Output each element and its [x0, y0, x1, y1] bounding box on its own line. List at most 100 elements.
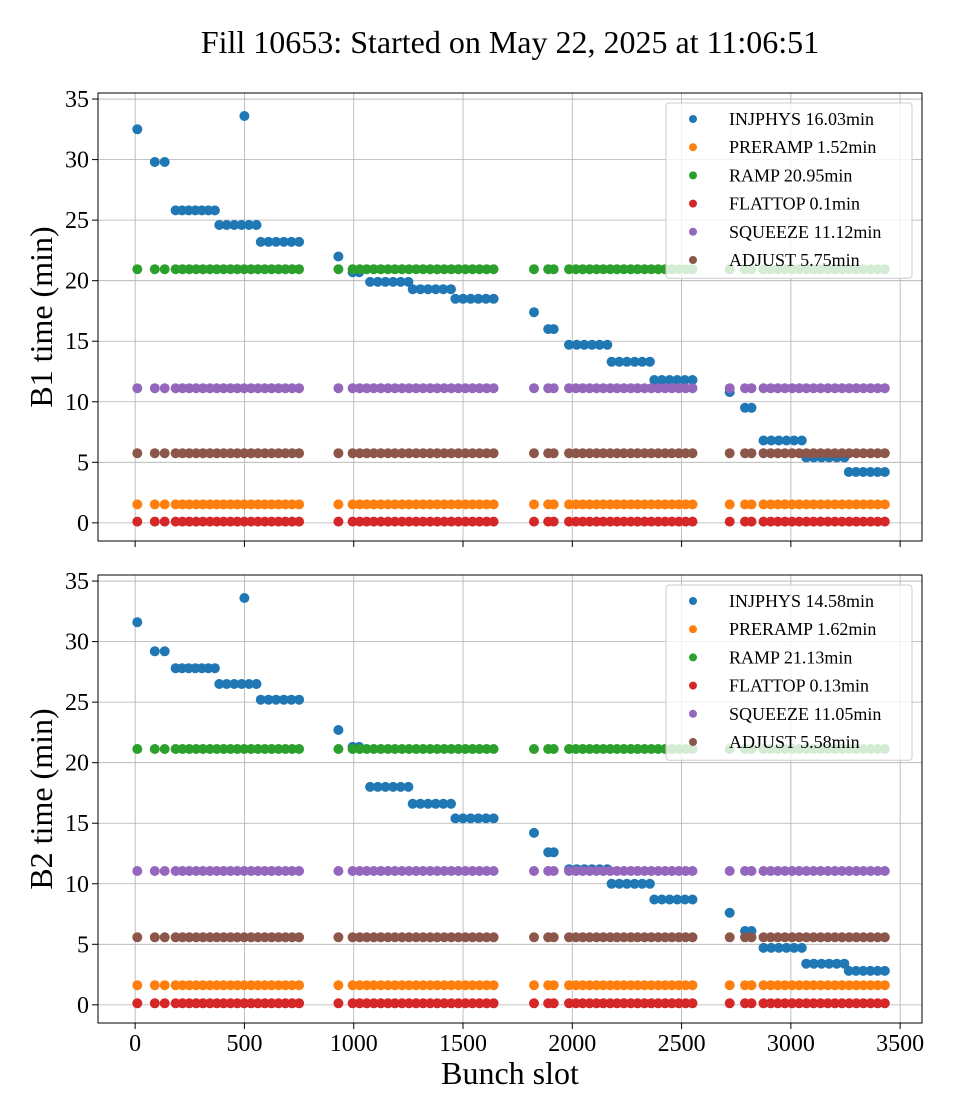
data-point — [438, 284, 449, 295]
data-point — [347, 448, 358, 459]
data-point — [653, 516, 664, 527]
data-point — [564, 516, 574, 527]
data-point — [584, 448, 595, 459]
data-point — [831, 958, 842, 969]
data-point — [453, 499, 464, 510]
data-point — [266, 383, 277, 394]
data-point — [656, 375, 667, 385]
data-point — [294, 383, 305, 394]
data-point — [865, 499, 876, 510]
data-point — [587, 339, 597, 350]
data-point — [418, 744, 429, 754]
data-point — [425, 744, 436, 754]
data-point — [598, 998, 609, 1009]
data-point — [198, 383, 208, 394]
data-point — [411, 448, 422, 459]
data-point — [564, 448, 574, 459]
data-point — [361, 932, 372, 943]
data-point — [446, 932, 457, 943]
data-point — [389, 980, 400, 991]
data-point — [149, 516, 160, 527]
data-point — [354, 998, 365, 1009]
data-point — [632, 448, 643, 459]
data-point — [266, 499, 277, 510]
legend-box — [665, 584, 913, 761]
data-point — [415, 284, 426, 295]
data-point — [844, 516, 855, 527]
data-point — [724, 499, 735, 510]
data-point — [382, 383, 393, 394]
data-point — [467, 264, 478, 275]
data-point — [389, 866, 400, 876]
data-point — [772, 448, 783, 459]
data-point — [218, 932, 229, 943]
data-point — [294, 744, 305, 754]
data-point — [851, 516, 862, 527]
data-point — [577, 264, 588, 275]
data-point — [765, 998, 776, 1009]
data-point — [354, 866, 365, 876]
data-point — [644, 878, 655, 889]
data-point — [458, 293, 468, 304]
data-point — [184, 383, 195, 394]
data-point — [529, 383, 539, 394]
data-point — [239, 499, 250, 510]
data-point — [666, 499, 677, 510]
data-point — [368, 932, 379, 943]
data-point — [170, 516, 181, 527]
plot-frame — [97, 574, 923, 1024]
data-point — [287, 998, 298, 1009]
data-point — [255, 236, 266, 247]
x-tick-label: 1000 — [330, 1031, 378, 1057]
y-tick-label: 30 — [65, 630, 89, 656]
data-point — [439, 383, 450, 394]
data-point — [579, 339, 590, 350]
data-point — [266, 448, 277, 459]
y-tick-label: 5 — [77, 450, 89, 476]
legend-label: ADJUST 5.58min — [729, 732, 860, 752]
data-point — [294, 866, 305, 876]
data-point — [407, 284, 418, 295]
series-injphys — [132, 111, 890, 477]
data-point — [389, 448, 400, 459]
data-point — [425, 499, 436, 510]
data-point — [149, 744, 160, 754]
data-point — [621, 356, 632, 367]
data-point — [411, 866, 422, 876]
data-point — [411, 980, 422, 991]
data-point — [548, 264, 559, 275]
legend-label: ADJUST 5.75min — [729, 250, 860, 270]
data-point — [397, 264, 407, 275]
data-point — [858, 866, 869, 876]
data-point — [646, 499, 657, 510]
data-point — [787, 448, 798, 459]
data-point — [618, 448, 629, 459]
data-point — [632, 499, 643, 510]
data-point — [368, 866, 379, 876]
data-point — [865, 383, 876, 394]
data-point — [354, 448, 365, 459]
data-point — [397, 932, 407, 943]
data-point — [618, 264, 629, 275]
data-point — [418, 932, 429, 943]
data-point — [411, 932, 422, 943]
y-tick-label: 0 — [77, 511, 89, 537]
data-point — [637, 878, 648, 889]
data-point — [872, 965, 883, 976]
data-point — [170, 866, 181, 876]
data-point — [460, 744, 471, 754]
data-point — [397, 499, 407, 510]
data-point — [618, 383, 629, 394]
legend-box — [665, 102, 913, 279]
data-point — [618, 866, 629, 876]
data-point — [389, 264, 400, 275]
data-point — [278, 694, 289, 705]
data-point — [273, 499, 284, 510]
data-point — [772, 998, 783, 1009]
data-point — [612, 499, 622, 510]
data-point — [365, 276, 376, 287]
data-point — [865, 980, 876, 991]
data-point — [347, 516, 358, 527]
data-point — [844, 448, 855, 459]
data-point — [411, 744, 422, 754]
